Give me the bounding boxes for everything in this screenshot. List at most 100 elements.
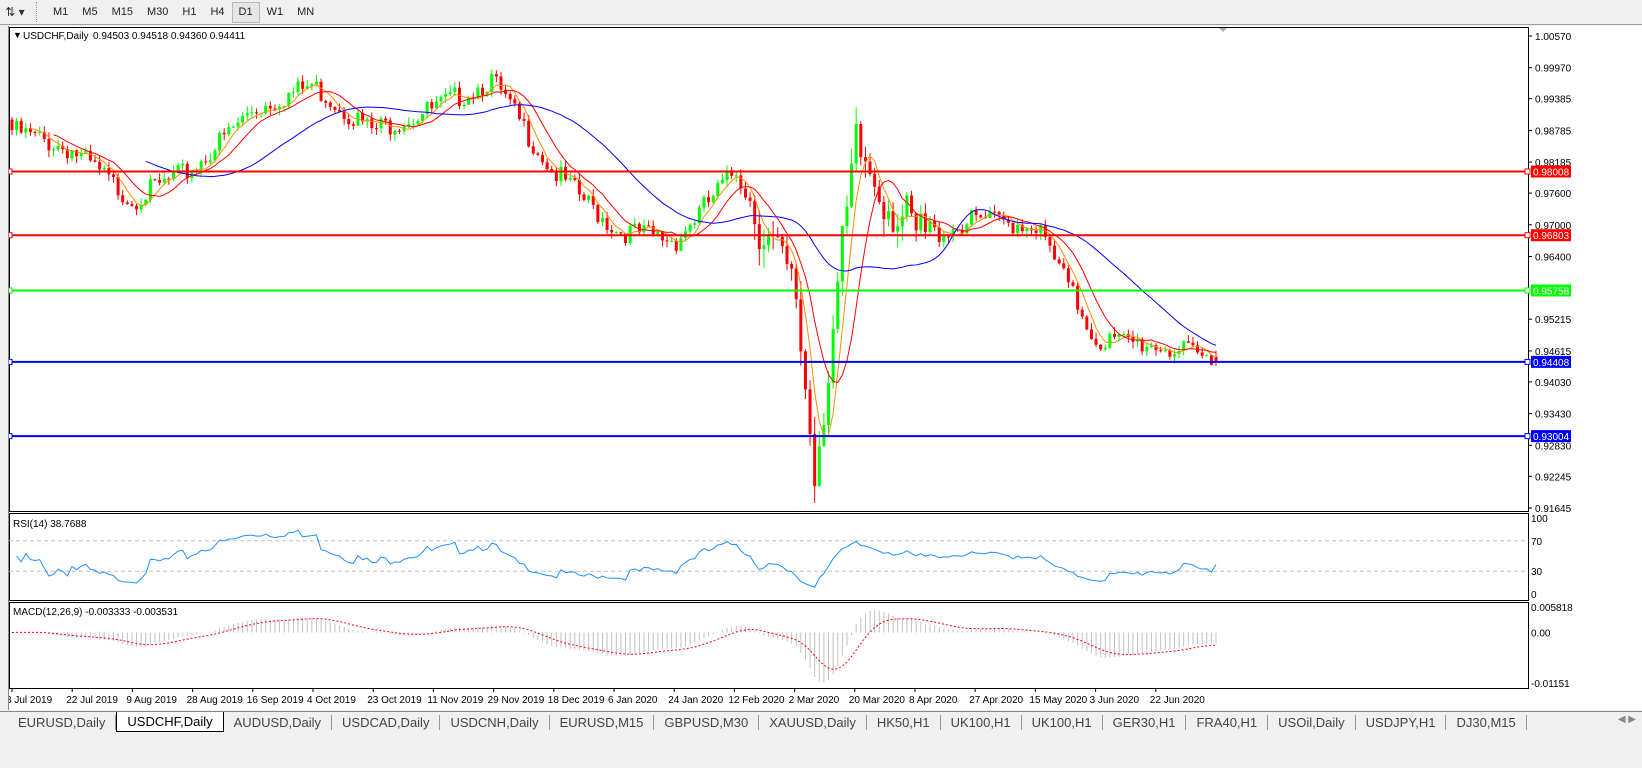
price-tick-label: 0.99970 bbox=[1535, 64, 1572, 75]
candle-body bbox=[831, 328, 835, 383]
candle-body bbox=[993, 211, 997, 213]
candle-body bbox=[827, 382, 831, 426]
chart-tab[interactable]: EURUSD,Daily bbox=[8, 715, 117, 730]
date-tick-label: 15 May 2020 bbox=[1029, 695, 1087, 706]
line-anchor-handle[interactable] bbox=[9, 287, 13, 294]
shift-marker-icon[interactable] bbox=[1219, 28, 1227, 32]
candle-body bbox=[1089, 329, 1093, 339]
hline-price-label: 0.93004 bbox=[1533, 432, 1570, 443]
chart-tab[interactable]: USDCAD,Daily bbox=[332, 715, 441, 730]
line-anchor-handle[interactable] bbox=[1524, 287, 1531, 294]
candle-body bbox=[970, 210, 974, 225]
candle-body bbox=[1108, 333, 1112, 348]
line-anchor-handle[interactable] bbox=[1524, 168, 1531, 175]
candle-body bbox=[527, 120, 531, 147]
candle-body bbox=[462, 104, 466, 107]
candle-body bbox=[208, 160, 212, 163]
line-anchor-handle[interactable] bbox=[1524, 232, 1531, 239]
chart-tab[interactable]: EURUSD,M15 bbox=[550, 715, 655, 730]
chart-tab[interactable]: XAUUSD,Daily bbox=[759, 715, 867, 730]
candle-body bbox=[1076, 285, 1080, 310]
timeframe-d1[interactable]: D1 bbox=[231, 1, 260, 23]
candle-body bbox=[928, 220, 932, 233]
timeframe-m1[interactable]: M1 bbox=[53, 6, 69, 18]
chart-window[interactable]: 1.00570 0.99970 0.99385 0.98785 0.98185 0.976… bbox=[8, 26, 1642, 710]
candle-body bbox=[384, 118, 388, 121]
candle-body bbox=[891, 210, 895, 232]
candle-body bbox=[310, 84, 314, 87]
timeframe-h4[interactable]: H4 bbox=[210, 6, 225, 18]
candle-body bbox=[716, 183, 720, 196]
toolbar-grip[interactable] bbox=[36, 2, 42, 22]
macd-pane bbox=[9, 602, 1529, 689]
candle-body bbox=[47, 139, 51, 151]
candle-body bbox=[785, 246, 789, 264]
chart-tab[interactable]: UK100,H1 bbox=[941, 715, 1022, 730]
line-anchor-handle[interactable] bbox=[1524, 358, 1531, 365]
candle-body bbox=[808, 389, 812, 434]
chart-tab[interactable]: HK50,H1 bbox=[867, 715, 941, 730]
chart-tab[interactable]: GBPUSD,M30 bbox=[654, 715, 760, 730]
candle-body bbox=[845, 206, 849, 227]
timeframe-mn[interactable]: MN bbox=[297, 6, 315, 18]
timeframe-w1[interactable]: W1 bbox=[266, 6, 284, 18]
candle-body bbox=[979, 215, 983, 218]
candle-body bbox=[351, 124, 355, 126]
candle-body bbox=[75, 150, 79, 157]
candle-body bbox=[748, 197, 752, 201]
candle-body bbox=[430, 102, 434, 109]
candle-body bbox=[1200, 352, 1204, 356]
candle-body bbox=[550, 169, 554, 171]
candle-body bbox=[130, 203, 134, 206]
candle-body bbox=[374, 127, 378, 129]
date-tick-label: 3 Jun 2020 bbox=[1090, 695, 1140, 706]
candle-body bbox=[1025, 228, 1029, 232]
line-anchor-handle[interactable] bbox=[1524, 433, 1531, 440]
chart-ohlc: 0.94503 0.94518 0.94360 0.94411 bbox=[93, 31, 246, 42]
chart-tab[interactable]: FRA40,H1 bbox=[1186, 715, 1269, 730]
candle-body bbox=[577, 179, 581, 195]
price-tick-label: 0.91645 bbox=[1535, 504, 1572, 515]
chart-tab[interactable]: USDCHF,Daily bbox=[116, 712, 224, 732]
chart-tab[interactable]: AUDUSD,Daily bbox=[224, 715, 333, 730]
candle-body bbox=[670, 240, 674, 242]
candle-body bbox=[273, 108, 277, 110]
candle-body bbox=[439, 96, 443, 102]
macd-title: MACD(12,26,9) -0.003333 -0.003531 bbox=[13, 607, 179, 618]
chart-tab[interactable]: USDJPY,H1 bbox=[1356, 715, 1447, 730]
candle-body bbox=[361, 112, 365, 122]
line-anchor-handle[interactable] bbox=[9, 358, 13, 365]
candle-body bbox=[725, 170, 729, 180]
candle-body bbox=[942, 236, 946, 243]
line-anchor-handle[interactable] bbox=[9, 433, 13, 440]
timeframe-m30[interactable]: M30 bbox=[146, 6, 169, 18]
candle-body bbox=[619, 232, 623, 234]
tab-scroll-arrows[interactable]: ◀ ▶ bbox=[1617, 714, 1636, 725]
candle-body bbox=[780, 236, 784, 247]
chart-tab[interactable]: USDCNH,Daily bbox=[440, 715, 550, 730]
line-anchor-handle[interactable] bbox=[9, 232, 13, 239]
chart-tab[interactable]: USOil,Daily bbox=[1268, 715, 1356, 730]
timeframe-m5[interactable]: M5 bbox=[82, 6, 98, 18]
price-tick-label: 0.94030 bbox=[1535, 378, 1572, 389]
timeframe-h1[interactable]: H1 bbox=[182, 6, 197, 18]
candle-body bbox=[42, 132, 46, 140]
candle-body bbox=[342, 111, 346, 120]
timeframe-m15[interactable]: M15 bbox=[111, 6, 133, 18]
chart-tab[interactable]: DJ30,M15 bbox=[1446, 715, 1527, 730]
candle-body bbox=[111, 174, 115, 177]
candle-body bbox=[236, 122, 240, 127]
collapse-arrow-icon[interactable]: ▼ bbox=[13, 30, 22, 40]
candle-body bbox=[1214, 356, 1218, 362]
chart-tab[interactable]: UK100,H1 bbox=[1022, 715, 1103, 730]
line-anchor-handle[interactable] bbox=[9, 168, 13, 175]
price-label-bg bbox=[1531, 355, 1571, 368]
candle-body bbox=[102, 168, 106, 170]
candle-body bbox=[1163, 350, 1167, 352]
date-tick-label: 28 Aug 2019 bbox=[187, 695, 244, 706]
date-tick-label: 22 Jun 2020 bbox=[1150, 695, 1205, 706]
chart-tab[interactable]: GER30,H1 bbox=[1103, 715, 1187, 730]
candle-body bbox=[291, 91, 295, 93]
line-studies-dropdown[interactable]: ⇅ ▾ bbox=[0, 1, 30, 23]
macd-tick-label: -0.01151 bbox=[1531, 679, 1570, 690]
